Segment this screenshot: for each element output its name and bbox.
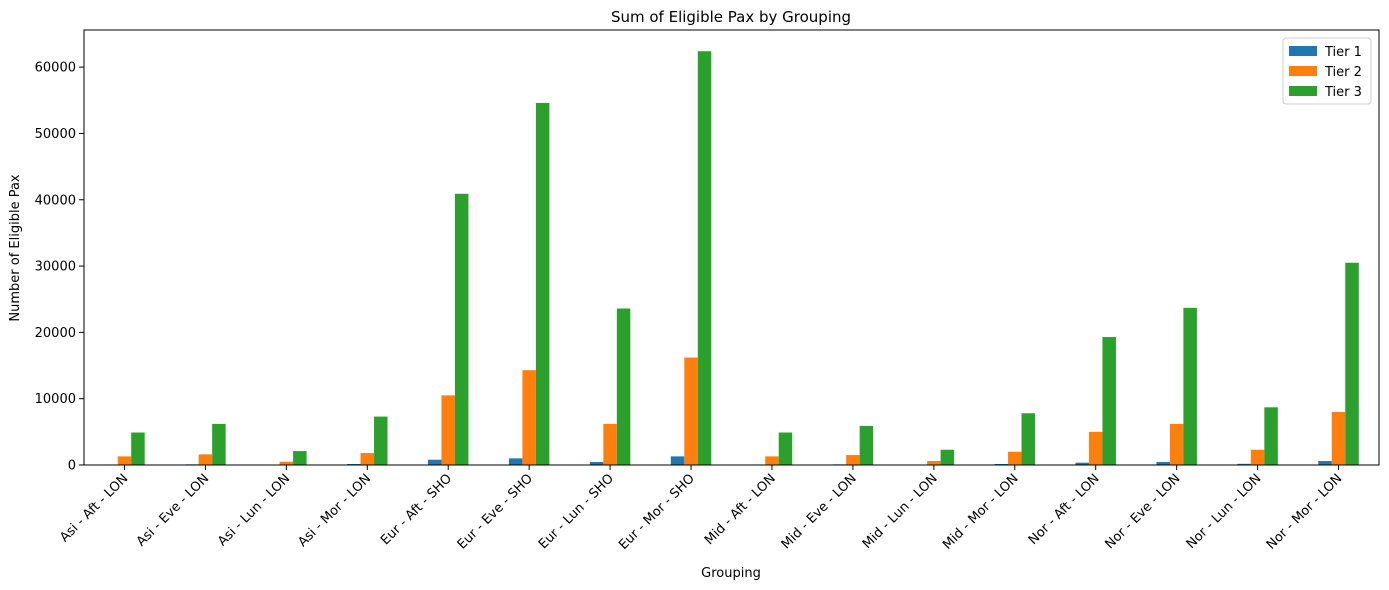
bar-tier-3-12 xyxy=(1102,337,1116,465)
bar-tier-3-10 xyxy=(940,449,955,465)
bar-tier-3-1 xyxy=(212,423,226,465)
bar-tier-1-5 xyxy=(508,458,523,465)
y-tick-label: 0 xyxy=(68,459,76,474)
bar-tier-1-13 xyxy=(1156,462,1170,465)
bar-tier-3-14 xyxy=(1264,407,1278,465)
bar-tier-3-5 xyxy=(535,102,550,465)
plot-area xyxy=(83,29,1380,466)
bar-tier-3-6 xyxy=(616,308,631,465)
legend-swatch-tier-2 xyxy=(1289,66,1317,76)
bar-tier-2-10 xyxy=(927,461,941,465)
bar-tier-1-12 xyxy=(1075,462,1089,465)
bar-tier-1-15 xyxy=(1318,461,1332,465)
y-tick-label: 30000 xyxy=(35,260,76,275)
bar-tier-3-8 xyxy=(778,432,793,465)
bar-tier-2-7 xyxy=(684,357,698,465)
legend-label: Tier 3 xyxy=(1324,85,1362,100)
bar-tier-3-4 xyxy=(454,193,469,466)
legend-swatch-tier-3 xyxy=(1289,86,1317,96)
bar-tier-3-11 xyxy=(1021,413,1036,465)
bar-tier-2-9 xyxy=(846,455,860,465)
bar-tier-2-0 xyxy=(117,456,132,465)
bar-tier-2-5 xyxy=(522,370,536,465)
bar-tier-2-1 xyxy=(198,454,213,465)
bar-tier-2-3 xyxy=(360,453,375,465)
bar-tier-3-13 xyxy=(1183,307,1197,465)
y-tick-label: 10000 xyxy=(35,392,76,407)
bar-tier-2-13 xyxy=(1169,423,1184,465)
bar-tier-2-4 xyxy=(441,395,455,465)
bar-tier-2-14 xyxy=(1250,449,1265,465)
bar-tier-3-0 xyxy=(131,432,145,465)
legend-label: Tier 1 xyxy=(1324,45,1362,60)
y-axis-title: Number of Eligible Pax xyxy=(8,174,23,322)
legend-swatch-tier-1 xyxy=(1289,46,1317,56)
bar-tier-1-4 xyxy=(427,459,442,465)
axes-frame xyxy=(83,29,1380,466)
bar-tier-1-14 xyxy=(1237,463,1251,465)
bar-tier-3-7 xyxy=(697,51,712,465)
bar-tier-2-8 xyxy=(765,456,779,465)
bar-tier-2-15 xyxy=(1331,411,1346,465)
bar-tier-2-2 xyxy=(279,461,294,465)
bar-tier-2-12 xyxy=(1088,431,1103,465)
bar-tier-3-15 xyxy=(1345,262,1359,465)
bar-tier-1-7 xyxy=(670,456,685,465)
x-axis-title: Grouping xyxy=(701,566,761,581)
chart-title: Sum of Eligible Pax by Grouping xyxy=(611,8,851,26)
y-axis: 0 10000 20000 30000 40000 50000 60000 xyxy=(35,61,84,474)
bar-tier-3-3 xyxy=(374,416,388,465)
y-tick-label: 50000 xyxy=(35,127,76,142)
y-tick-label: 40000 xyxy=(35,193,76,208)
bar-tier-3-9 xyxy=(859,425,874,465)
y-tick-label: 60000 xyxy=(35,61,76,76)
legend-label: Tier 2 xyxy=(1324,65,1362,80)
bar-tier-3-2 xyxy=(293,451,307,465)
y-tick-label: 20000 xyxy=(35,326,76,341)
bar-tier-2-6 xyxy=(603,423,617,465)
bar-tier-1-6 xyxy=(589,462,604,465)
legend: Tier 1 Tier 2 Tier 3 xyxy=(1282,37,1372,105)
bar-tier-2-11 xyxy=(1008,451,1022,465)
